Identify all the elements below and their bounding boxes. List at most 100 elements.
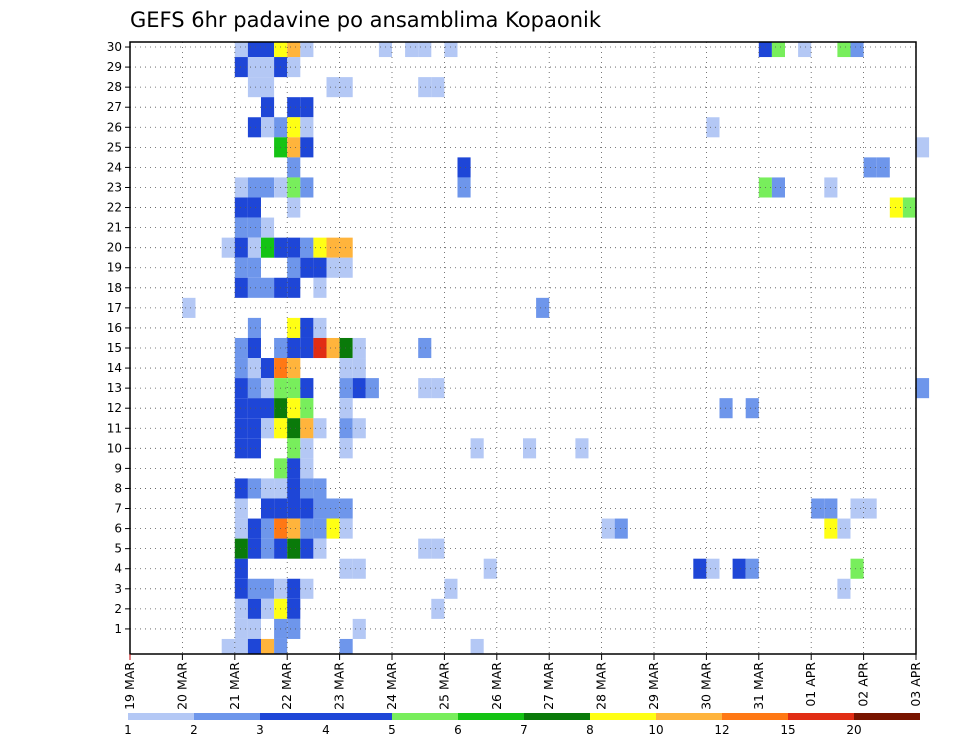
heatmap-cell <box>287 137 301 158</box>
heatmap-cell <box>234 237 248 258</box>
heatmap-cell <box>247 317 261 338</box>
y-tick-label: 23 <box>107 180 122 194</box>
legend-label: 12 <box>714 723 729 737</box>
heatmap-cell <box>287 598 301 619</box>
heatmap-cell <box>523 438 537 459</box>
heatmap-cell <box>234 538 248 559</box>
heatmap-cell <box>274 42 288 58</box>
x-axis: 19 MAR 20 MAR 21 MAR 22 MAR 23 MAR 24 MAR 25 M… <box>122 654 923 710</box>
heatmap-cell <box>247 618 261 639</box>
heatmap-cell <box>536 297 550 318</box>
heatmap-cell <box>771 177 785 198</box>
heatmap-cell <box>326 498 340 519</box>
heatmap-cell <box>313 498 327 519</box>
x-tick-label: 02 APR <box>856 662 871 707</box>
heatmap-cell <box>418 538 432 559</box>
heatmap-cell <box>916 378 930 399</box>
heatmap-cell <box>247 378 261 399</box>
heatmap-cell <box>221 237 235 258</box>
heatmap-cell <box>339 518 353 539</box>
y-tick-label: 22 <box>107 201 122 215</box>
heatmap-cell <box>261 217 275 238</box>
legend-label: 5 <box>388 723 396 737</box>
legend-label: 6 <box>454 723 462 737</box>
heatmap-cell <box>261 237 275 258</box>
heatmap-cell <box>261 538 275 559</box>
heatmap-cell <box>247 478 261 499</box>
heatmap-cell <box>287 438 301 459</box>
legend-label: 1 <box>124 723 132 737</box>
heatmap-cell <box>431 77 445 98</box>
heatmap-cell <box>287 237 301 258</box>
y-tick-label: 16 <box>107 321 122 335</box>
heatmap-cell <box>837 42 851 58</box>
y-tick-label: 14 <box>107 361 122 375</box>
heatmap-cell <box>431 538 445 559</box>
heatmap-cell <box>234 518 248 539</box>
y-tick-label: 8 <box>114 481 122 495</box>
heatmap-cell <box>339 638 353 654</box>
heatmap-cell <box>261 478 275 499</box>
heatmap-cell <box>247 638 261 654</box>
heatmap-cell <box>300 177 314 198</box>
heatmap-cell <box>287 498 301 519</box>
heatmap-cell <box>457 157 471 178</box>
heatmap-cell <box>261 97 275 118</box>
heatmap-cell <box>352 378 366 399</box>
x-tick-label: 31 MAR <box>751 662 766 710</box>
heatmap-cell <box>287 117 301 138</box>
heatmap-cell <box>352 418 366 439</box>
heatmap-cell <box>247 337 261 359</box>
heatmap-cell <box>247 418 261 439</box>
x-tick-label: 03 APR <box>908 662 923 707</box>
y-tick-label: 7 <box>114 502 122 516</box>
heatmap-cell <box>339 358 353 379</box>
heatmap-cell <box>300 578 314 599</box>
heatmap-cell <box>287 578 301 599</box>
heatmap-cell <box>261 57 275 78</box>
heatmap-cell <box>234 478 248 499</box>
heatmap-cell <box>719 398 733 419</box>
heatmap-cell <box>287 57 301 78</box>
legend-label: 15 <box>780 723 795 737</box>
heatmap-cell <box>287 197 301 218</box>
heatmap-cell <box>431 598 445 619</box>
y-tick-label: 25 <box>107 140 122 154</box>
x-tick-label: 27 MAR <box>541 662 556 710</box>
heatmap-cell <box>300 378 314 399</box>
heatmap-cell <box>261 177 275 198</box>
y-tick-label: 10 <box>107 441 122 455</box>
heatmap-cell <box>234 598 248 619</box>
heatmap-cell <box>418 378 432 399</box>
heatmap-cell <box>457 177 471 198</box>
heatmap-cell <box>850 558 864 579</box>
heatmap-cell <box>274 638 288 654</box>
heatmap-cell <box>300 438 314 459</box>
color-legend: 1 2 3 4 5 6 7 8 10 12 15 20 <box>124 713 920 737</box>
heatmap-cell <box>287 337 301 359</box>
heatmap-cell <box>300 137 314 158</box>
heatmap-cell <box>326 337 340 359</box>
x-tick-label: 26 MAR <box>489 662 504 710</box>
heatmap-cell <box>234 197 248 218</box>
heatmap-cell <box>261 638 275 654</box>
heatmap-cell <box>300 257 314 278</box>
y-tick-label: 18 <box>107 281 122 295</box>
heatmap-cell <box>300 458 314 479</box>
heatmap-cell <box>287 418 301 439</box>
heatmap-cell <box>247 358 261 379</box>
legend-label: 4 <box>322 723 330 737</box>
heatmap-cell <box>247 77 261 98</box>
x-tick-label: 20 MAR <box>174 662 189 710</box>
heatmap-cell <box>234 42 248 58</box>
heatmap-cell <box>418 77 432 98</box>
heatmap-cell <box>261 498 275 519</box>
heatmap-cell <box>287 358 301 379</box>
y-tick-label: 3 <box>114 582 122 596</box>
y-tick-label: 11 <box>107 421 122 435</box>
heatmap-cell <box>771 42 785 58</box>
legend-label: 20 <box>846 723 861 737</box>
heatmap-cell <box>287 257 301 278</box>
heatmap-cell <box>745 558 759 579</box>
legend-swatch <box>788 713 854 720</box>
